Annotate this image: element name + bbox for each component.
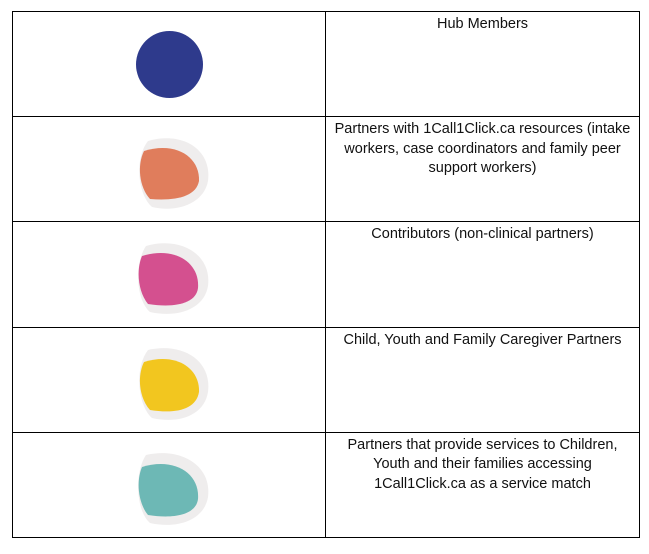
legend-label: Hub Members: [436, 16, 529, 32]
icon-cell: [12, 116, 326, 223]
legend-label: Partners that provide services to Childr…: [347, 436, 618, 492]
magenta-leaf-icon: [130, 234, 214, 318]
teal-leaf-shape: [138, 463, 199, 517]
legend-label: Contributors (non-clinical partners): [371, 226, 594, 243]
legend-row-caregiver-partners: Child, Youth and Family Caregiver Partne…: [12, 326, 640, 433]
magenta-leaf-shape: [138, 253, 199, 306]
legend-label: Partners with 1Call1Click.ca resources (…: [334, 121, 631, 177]
legend-row-hub-members: Hub Members: [12, 10, 640, 118]
orange-leaf-icon: [130, 129, 214, 213]
yellow-leaf-icon: [130, 340, 214, 424]
icon-cell: [12, 326, 326, 433]
icon-cell: [12, 221, 326, 328]
label-cell: Partners that provide services to Childr…: [325, 431, 640, 539]
yellow-leaf-shape: [139, 358, 200, 411]
label-cell: Partners with 1Call1Click.ca resources (…: [325, 116, 640, 223]
label-cell: Child, Youth and Family Caregiver Partne…: [325, 326, 640, 433]
legend-row-service-partners: Partners that provide services to Childr…: [12, 431, 640, 539]
icon-cell: [12, 10, 326, 118]
label-cell: Hub Members: [325, 10, 640, 118]
navy-circle-shape: [136, 31, 203, 98]
icon-cell: [12, 431, 326, 539]
legend-row-partners-resources: Partners with 1Call1Click.ca resources (…: [12, 116, 640, 223]
label-cell: Contributors (non-clinical partners): [325, 221, 640, 328]
legend-row-contributors: Contributors (non-clinical partners): [12, 221, 640, 328]
navy-circle-icon: [136, 31, 203, 98]
orange-leaf-shape: [139, 148, 200, 200]
legend-label: Child, Youth and Family Caregiver Partne…: [343, 331, 622, 348]
teal-leaf-icon: [130, 445, 214, 529]
legend-table: Hub Members Partners with 1Call1Click.ca…: [12, 10, 640, 539]
